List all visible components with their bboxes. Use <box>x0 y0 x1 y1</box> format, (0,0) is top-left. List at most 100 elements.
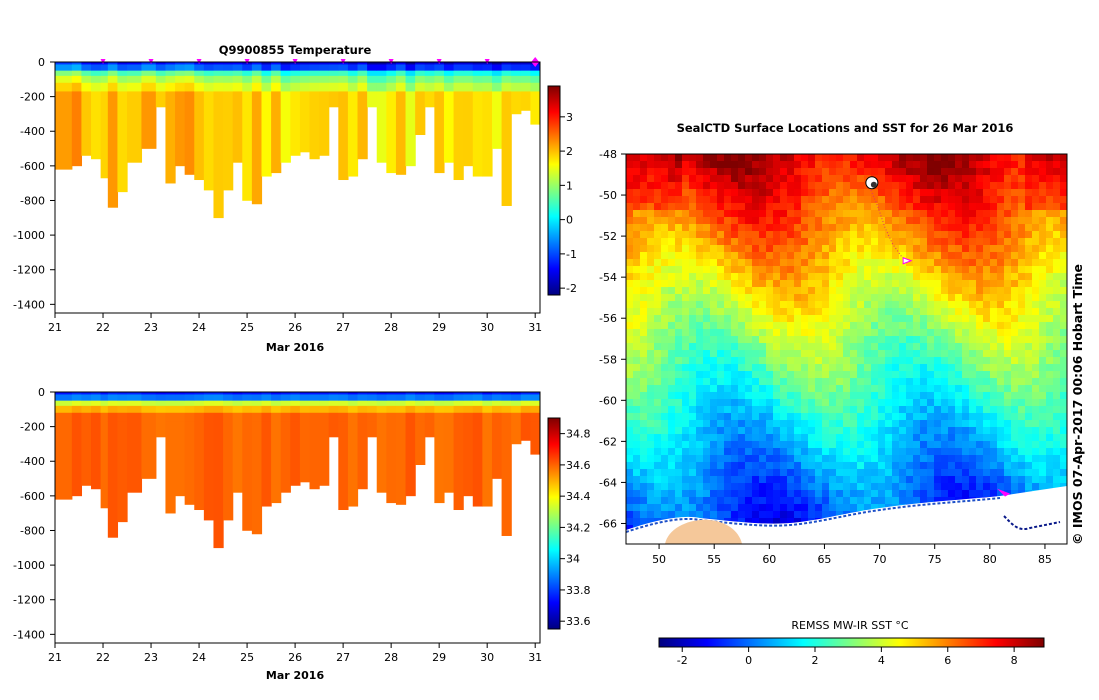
sst-cell <box>927 434 935 442</box>
sst-cell <box>997 189 1005 197</box>
sst-cell <box>794 518 802 526</box>
sst-cell <box>997 252 1005 260</box>
sst-cell <box>689 154 697 162</box>
sst-cell <box>794 196 802 204</box>
sst-cell <box>829 357 837 365</box>
profile-cell <box>290 392 301 395</box>
sst-cell <box>878 469 886 477</box>
sst-cell <box>710 385 718 393</box>
sst-cell <box>724 280 732 288</box>
sst-cell <box>990 161 998 169</box>
profile-cell <box>290 412 301 422</box>
sst-cell <box>1053 189 1061 197</box>
sst-cell <box>808 455 816 463</box>
sst-cell <box>815 266 823 274</box>
sst-cell <box>878 476 886 484</box>
sst-cell <box>983 364 991 372</box>
sst-cell <box>696 168 704 176</box>
profile-cell <box>261 70 272 77</box>
sst-cell <box>899 168 907 176</box>
sst-cell <box>1032 161 1040 169</box>
sst-cell <box>787 196 795 204</box>
sst-cell <box>913 308 921 316</box>
sst-cell <box>787 280 795 288</box>
sst-cell <box>780 154 788 162</box>
sst-cell <box>801 308 809 316</box>
sst-cell <box>675 364 683 372</box>
sst-cell <box>703 252 711 260</box>
lat-tick-label: -50 <box>599 189 617 202</box>
sst-cell <box>913 273 921 281</box>
profile-cell <box>299 400 311 407</box>
sst-cell <box>787 224 795 232</box>
sst-cell <box>647 308 655 316</box>
sst-cell <box>822 357 830 365</box>
sst-cell <box>710 378 718 386</box>
sst-cell <box>948 287 956 295</box>
sst-cell <box>752 203 760 211</box>
profile-cell <box>71 412 83 422</box>
profile-cell <box>347 405 359 414</box>
profile-cell <box>319 75 330 84</box>
profile-cell <box>184 394 195 398</box>
sst-cell <box>1046 308 1054 316</box>
sst-cell <box>1004 308 1012 316</box>
sst-cell <box>997 448 1005 456</box>
sst-cell <box>1032 336 1040 344</box>
sst-cell <box>843 413 851 421</box>
sst-cell <box>703 350 711 358</box>
sst-cell <box>654 476 662 484</box>
sst-cell <box>815 231 823 239</box>
sst-cell <box>836 504 844 512</box>
sst-cell <box>1032 182 1040 190</box>
y-tick-label: 0 <box>38 56 45 69</box>
sst-cell <box>717 168 725 176</box>
sst-cell <box>1039 336 1047 344</box>
sst-cell <box>626 294 634 302</box>
sst-cell <box>1053 252 1061 260</box>
profile-cell <box>530 75 540 84</box>
sst-cell <box>948 238 956 246</box>
sst-cell <box>661 406 669 414</box>
profile-cell <box>165 421 176 514</box>
profile-cell <box>424 66 435 71</box>
sst-cell <box>759 224 767 232</box>
sst-cell <box>885 392 893 400</box>
sst-cell <box>787 406 795 414</box>
sst-cell <box>885 378 893 386</box>
sst-cell <box>955 182 963 190</box>
sst-cell <box>703 469 711 477</box>
profile-cell <box>232 412 243 422</box>
sst-cell <box>927 287 935 295</box>
profile-cell <box>261 64 272 68</box>
sst-cell <box>696 175 704 183</box>
sst-cell <box>871 469 879 477</box>
sst-cell <box>983 434 991 442</box>
sst-cell <box>976 392 984 400</box>
sst-cell <box>906 161 914 169</box>
sst-cell <box>976 252 984 260</box>
sst-cell <box>962 175 970 183</box>
sst-cell <box>724 154 732 162</box>
sst-cell <box>773 196 781 204</box>
sst-cell <box>1018 182 1026 190</box>
profile-cell <box>395 70 407 77</box>
sst-cell <box>780 448 788 456</box>
sst-cell <box>689 266 697 274</box>
sst-cell <box>787 420 795 428</box>
x-tick-label: 21 <box>48 651 62 664</box>
sst-cell <box>745 364 753 372</box>
sst-cell <box>1046 336 1054 344</box>
kerguelen-island-detail <box>870 181 877 188</box>
sst-cell <box>997 399 1005 407</box>
sst-cell <box>808 441 816 449</box>
sst-cell <box>934 448 942 456</box>
profile-cell <box>223 70 234 77</box>
sst-cell <box>815 322 823 330</box>
profile-cell <box>232 91 243 163</box>
sst-cell <box>780 252 788 260</box>
sst-cell <box>640 315 648 323</box>
sst-cell <box>962 273 970 281</box>
profile-cell <box>55 421 73 500</box>
